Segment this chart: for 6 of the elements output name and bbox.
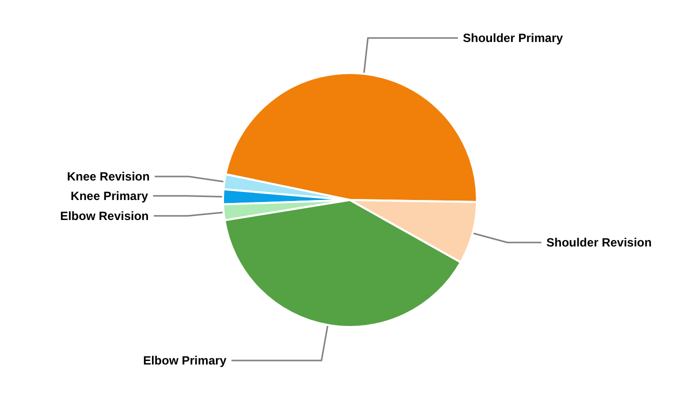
slice-label: Elbow Revision [60, 208, 149, 223]
slice-label: Knee Primary [70, 188, 148, 203]
slice-label: Shoulder Revision [546, 236, 652, 250]
slice-label: Shoulder Primary [462, 30, 564, 45]
slice-label: Knee Revision [66, 170, 150, 184]
slice-label: Elbow Primary [143, 353, 227, 368]
